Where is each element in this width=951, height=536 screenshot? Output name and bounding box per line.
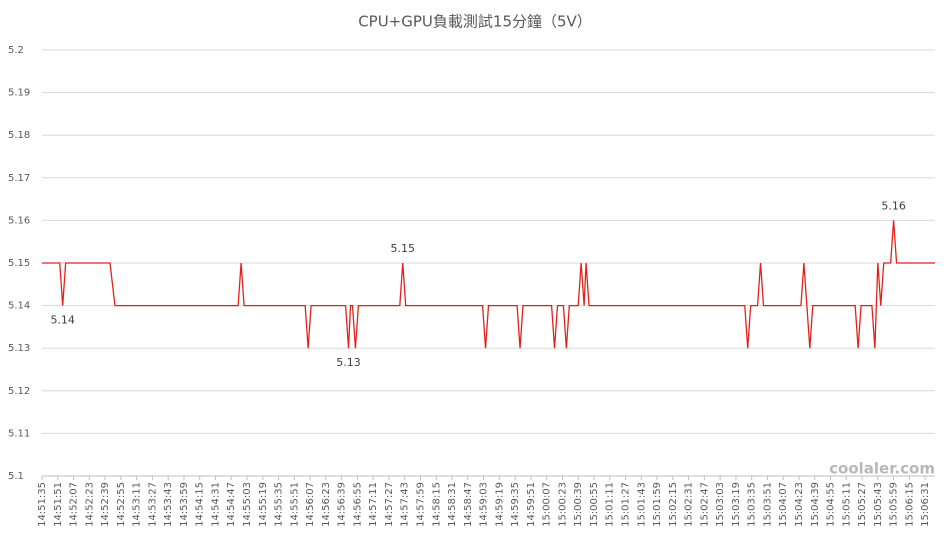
x-tick-label: 15:06:15 <box>904 482 915 527</box>
x-tick-label: 15:04:39 <box>810 482 821 527</box>
x-tick-label: 15:00:39 <box>573 482 584 527</box>
x-tick-label: 15:02:47 <box>699 482 710 527</box>
x-tick-label: 14:54:15 <box>195 482 206 527</box>
data-label: 5.15 <box>390 242 415 255</box>
x-tick-label: 14:52:55 <box>116 482 127 527</box>
x-tick-label: 14:53:27 <box>147 482 158 527</box>
y-tick-label: 5.16 <box>8 215 30 226</box>
x-tick-label: 15:06:31 <box>920 482 931 527</box>
y-tick-label: 5.1 <box>8 471 24 482</box>
x-tick-label: 14:52:39 <box>100 482 111 527</box>
x-tick-label: 14:57:43 <box>400 482 411 527</box>
x-tick-label: 15:05:43 <box>873 482 884 527</box>
x-tick-label: 14:53:11 <box>132 482 143 527</box>
x-tick-label: 14:58:31 <box>447 482 458 527</box>
data-label: 5.14 <box>50 314 75 327</box>
x-tick-label: 15:02:15 <box>668 482 679 527</box>
data-label: 5.16 <box>881 199 906 212</box>
x-tick-label: 14:51:51 <box>53 482 64 527</box>
x-tick-label: 15:01:11 <box>605 482 616 527</box>
x-tick-label: 15:03:03 <box>715 482 726 527</box>
x-tick-label: 14:52:07 <box>69 482 80 527</box>
watermark: coolaler.com <box>829 460 935 478</box>
x-tick-label: 14:58:15 <box>431 482 442 527</box>
x-tick-label: 15:05:27 <box>857 482 868 527</box>
x-tick-label: 15:00:07 <box>542 482 553 527</box>
x-tick-label: 14:59:51 <box>526 482 537 527</box>
x-tick-label: 15:04:55 <box>826 482 837 527</box>
series-line <box>42 220 935 349</box>
x-tick-label: 14:52:23 <box>84 482 95 527</box>
data-label: 5.13 <box>336 356 361 369</box>
x-tick-label: 14:55:51 <box>289 482 300 527</box>
x-tick-label: 15:03:35 <box>747 482 758 527</box>
x-tick-label: 15:03:19 <box>731 482 742 527</box>
x-tick-label: 14:51:35 <box>37 482 48 527</box>
chart-title: CPU+GPU負載測試15分鐘（5V） <box>358 13 592 31</box>
x-tick-label: 15:00:55 <box>589 482 600 527</box>
y-tick-label: 5.13 <box>8 343 30 354</box>
x-tick-label: 14:54:47 <box>226 482 237 527</box>
x-tick-label: 14:55:35 <box>274 482 285 527</box>
y-tick-label: 5.12 <box>8 386 30 397</box>
x-tick-label: 14:55:03 <box>242 482 253 527</box>
y-tick-label: 5.18 <box>8 130 30 141</box>
x-tick-label: 14:57:27 <box>384 482 395 527</box>
x-tick-label: 14:56:23 <box>321 482 332 527</box>
x-tick-label: 14:53:43 <box>163 482 174 527</box>
x-tick-label: 14:59:19 <box>494 482 505 527</box>
y-tick-label: 5.19 <box>8 88 30 99</box>
x-tick-label: 15:01:43 <box>636 482 647 527</box>
y-tick-label: 5.2 <box>8 45 24 56</box>
x-tick-label: 14:55:19 <box>258 482 269 527</box>
x-tick-label: 15:05:59 <box>889 482 900 527</box>
x-tick-label: 15:02:31 <box>684 482 695 527</box>
x-tick-label: 15:04:07 <box>778 482 789 527</box>
x-tick-label: 14:54:31 <box>210 482 221 527</box>
x-tick-label: 15:01:59 <box>652 482 663 527</box>
x-tick-label: 15:03:51 <box>762 482 773 527</box>
x-tick-label: 14:57:11 <box>368 482 379 527</box>
x-tick-label: 14:58:47 <box>463 482 474 527</box>
x-tick-label: 15:04:23 <box>794 482 805 527</box>
x-tick-label: 14:59:35 <box>510 482 521 527</box>
x-tick-label: 14:59:03 <box>479 482 490 527</box>
y-tick-label: 5.17 <box>8 173 30 184</box>
x-tick-label: 14:56:55 <box>352 482 363 527</box>
x-tick-label: 14:56:39 <box>337 482 348 527</box>
x-tick-label: 15:00:23 <box>557 482 568 527</box>
x-tick-label: 15:01:27 <box>621 482 632 527</box>
y-tick-label: 5.11 <box>8 428 30 439</box>
x-tick-label: 14:53:59 <box>179 482 190 527</box>
x-tick-label: 14:57:59 <box>415 482 426 527</box>
y-tick-label: 5.15 <box>8 258 30 269</box>
x-tick-label: 15:05:11 <box>841 482 852 527</box>
y-tick-label: 5.14 <box>8 301 30 312</box>
x-tick-label: 14:56:07 <box>305 482 316 527</box>
